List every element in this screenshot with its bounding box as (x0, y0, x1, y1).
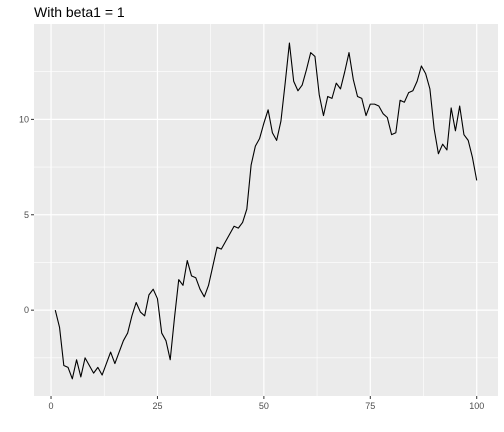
series-line (54, 42, 478, 380)
chart-title: With beta1 = 1 (34, 4, 125, 20)
plot-panel (34, 24, 498, 396)
y-tick-label: 10 (19, 114, 29, 124)
series-group (54, 42, 478, 380)
grid-major (34, 24, 498, 396)
grid-minor (34, 24, 498, 396)
x-tick-label: 50 (259, 401, 269, 411)
tick-labels: 0 25 50 75 100 0 5 10 (19, 114, 484, 411)
y-tick-label: 0 (24, 305, 29, 315)
x-tick-label: 25 (152, 401, 162, 411)
x-tick-label: 100 (469, 401, 484, 411)
x-tick-label: 75 (365, 401, 375, 411)
x-tick-label: 0 (49, 401, 54, 411)
axis-ticks (31, 118, 478, 399)
y-tick-label: 5 (24, 210, 29, 220)
